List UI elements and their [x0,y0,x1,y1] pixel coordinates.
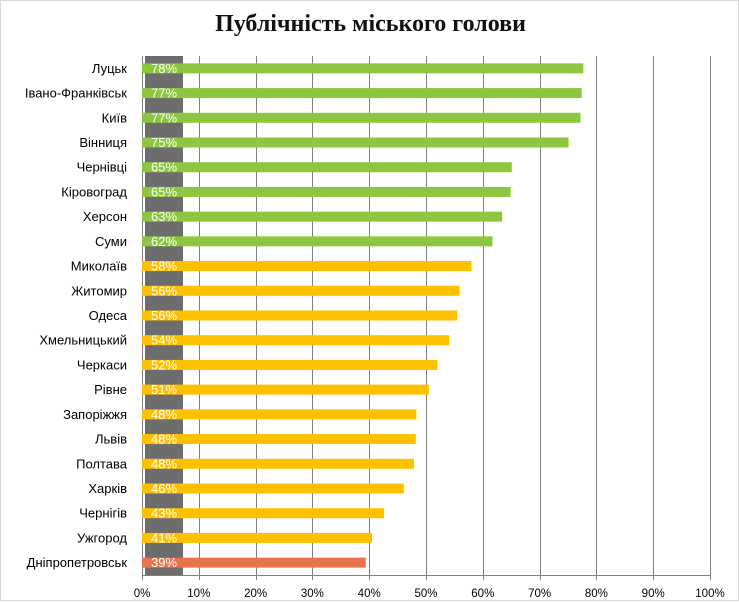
category-label: Чернігів [79,506,127,521]
data-label: 51% [151,382,177,397]
x-tick-label: 90% [642,588,665,600]
bar [142,137,569,148]
x-tick-label: 70% [528,588,551,600]
x-tick-label: 80% [585,588,608,600]
data-label: 78% [151,61,177,76]
bar [142,211,503,222]
category-label: Полтава [76,456,128,471]
category-label: Кіровоград [61,184,127,199]
bar [142,261,472,272]
category-label: Рівне [94,382,127,397]
bar [142,285,460,296]
bar [142,409,417,420]
chart-title: Публічність міського голови [215,11,526,37]
bar [142,186,511,197]
bar [142,359,438,370]
category-label: Харків [88,481,127,496]
category-label: Луцьк [92,61,127,76]
data-label: 46% [151,481,177,496]
x-tick-label: 100% [695,588,724,600]
category-label: Чернівці [77,160,128,175]
category-label: Київ [102,110,127,125]
bar [142,236,493,247]
data-label: 48% [151,432,177,447]
bar [142,63,584,74]
category-label: Вінниця [79,135,127,150]
bar [142,508,384,519]
data-label: 77% [151,86,177,101]
x-tick-label: 40% [358,588,381,600]
data-label: 65% [151,184,177,199]
data-label: 58% [151,259,177,274]
category-label: Хмельницький [39,333,127,348]
category-label: Запоріжжя [63,407,127,422]
data-label: 48% [151,456,177,471]
category-label: Івано-Франківськ [25,86,127,101]
data-label: 65% [151,160,177,175]
data-label: 41% [151,530,177,545]
data-label: 77% [151,110,177,125]
data-label: 56% [151,283,177,298]
category-label: Херсон [83,209,127,224]
category-label: Дніпропетровськ [27,555,128,570]
data-label: 56% [151,308,177,323]
category-label: Черкаси [77,357,127,372]
data-label: 52% [151,357,177,372]
data-label: 62% [151,234,177,249]
x-tick-label: 50% [414,588,437,600]
category-label: Житомир [71,283,127,298]
data-label: 75% [151,135,177,150]
x-tick-label: 0% [134,588,151,600]
bar [142,458,415,469]
data-label: 39% [151,555,177,570]
data-label: 43% [151,506,177,521]
bar [142,88,582,99]
category-label: Суми [95,234,127,249]
x-tick-label: 20% [244,588,267,600]
data-label: 63% [151,209,177,224]
category-label: Львів [95,432,127,447]
x-tick-label: 10% [187,588,210,600]
category-label: Одеса [89,308,128,323]
data-label: 48% [151,407,177,422]
x-tick-label: 30% [301,588,324,600]
bar [142,434,416,445]
x-tick-label: 60% [471,588,494,600]
bar [142,557,366,568]
bar [142,532,373,543]
bar [142,483,404,494]
bar [142,162,512,173]
data-label: 54% [151,333,177,348]
bar [142,335,450,346]
bar [142,112,581,123]
bar [142,310,458,321]
category-label: Ужгород [77,530,127,545]
bar [142,384,429,395]
category-label: Миколаїв [71,259,127,274]
